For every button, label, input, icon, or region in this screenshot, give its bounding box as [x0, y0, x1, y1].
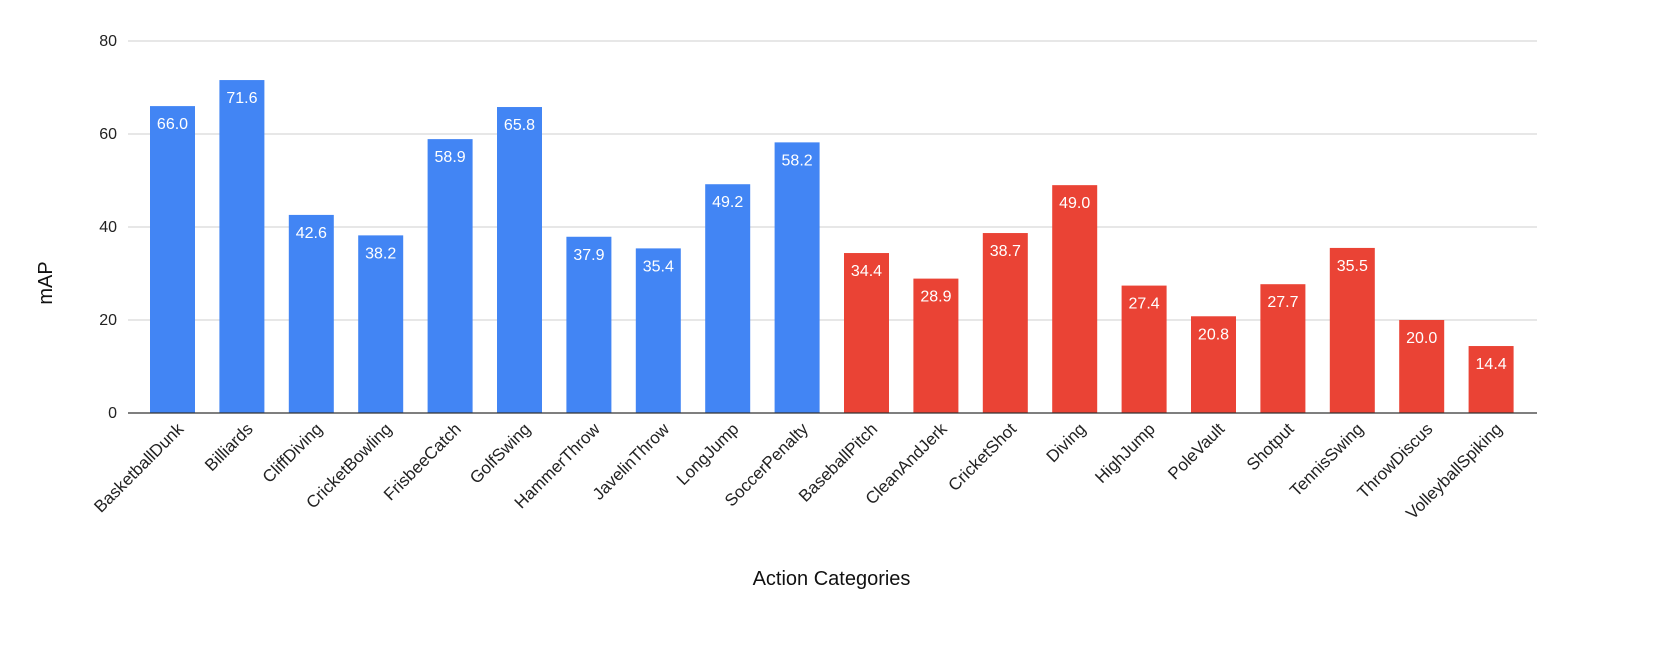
bar-value-label: 35.5	[1337, 258, 1368, 275]
bar	[982, 233, 1028, 413]
bar	[150, 106, 195, 413]
bar-value-label: 27.4	[1129, 296, 1160, 313]
bar	[427, 139, 473, 414]
y-tick-label: 0	[108, 405, 117, 422]
bar-value-label: 38.2	[365, 245, 396, 262]
bar-value-label: 66.0	[157, 116, 188, 133]
bar-value-label: 65.8	[504, 117, 535, 134]
y-axis-ticks: 0 20 40 60 80	[99, 33, 117, 422]
x-tick-label: Diving	[1043, 419, 1090, 466]
bar-value-label: 35.4	[643, 258, 674, 275]
bar-value-label: 58.2	[782, 152, 813, 169]
bar	[844, 253, 889, 413]
bar-value-label: 49.0	[1059, 195, 1090, 212]
bar	[705, 184, 751, 413]
bar	[635, 248, 681, 413]
y-tick-label: 40	[99, 219, 117, 236]
bar	[774, 142, 820, 413]
bar-value-label: 42.6	[296, 225, 327, 242]
bar-value-label: 27.7	[1267, 294, 1298, 311]
bar	[1260, 284, 1306, 413]
y-axis-title: mAP	[35, 261, 57, 304]
gridlines	[128, 40, 1537, 321]
bar-value-label: 71.6	[226, 90, 257, 107]
x-axis-title: Action Categories	[753, 568, 911, 590]
bar	[1329, 247, 1375, 413]
bar	[358, 235, 404, 413]
x-tick-label: CricketShot	[945, 419, 1021, 495]
bars: 66.0 71.6 42.6 38.2 58.9 65.8 37.9 35.4 49.2 58.2…	[150, 80, 1514, 414]
bar	[1121, 285, 1167, 413]
bar	[288, 214, 334, 413]
bar	[1052, 185, 1098, 413]
bar-value-label: 34.4	[851, 263, 882, 280]
bar-value-label: 20.0	[1406, 330, 1437, 347]
bar	[497, 107, 542, 413]
y-tick-label: 80	[99, 33, 117, 50]
x-axis-ticks: BasketballDunk Billiards CliffDiving Cricke…	[90, 419, 1506, 523]
bar-value-label: 20.8	[1198, 326, 1229, 343]
x-tick-label: GolfSwing	[466, 419, 534, 487]
x-tick-label: Shotput	[1243, 419, 1298, 474]
bar-value-label: 14.4	[1476, 356, 1507, 373]
bar	[1468, 346, 1514, 413]
x-tick-label: CliffDiving	[259, 419, 326, 486]
bar-value-label: 28.9	[920, 289, 951, 306]
x-tick-label: Billiards	[201, 419, 257, 475]
bar-value-label: 58.9	[435, 149, 466, 166]
x-tick-label: BasketballDunk	[90, 419, 187, 516]
x-tick-label: LongJump	[673, 419, 743, 489]
bar-value-label: 38.7	[990, 243, 1021, 260]
bar-value-label: 37.9	[573, 247, 604, 264]
x-tick-label: PoleVault	[1164, 419, 1228, 483]
bar	[566, 236, 612, 413]
bar	[913, 278, 959, 413]
bar-value-label: 49.2	[712, 194, 743, 211]
bar	[1191, 316, 1236, 413]
bar	[219, 80, 265, 413]
y-tick-label: 20	[99, 312, 117, 329]
x-tick-label: HighJump	[1091, 419, 1159, 487]
y-tick-label: 60	[99, 126, 117, 143]
bar	[1399, 320, 1445, 413]
